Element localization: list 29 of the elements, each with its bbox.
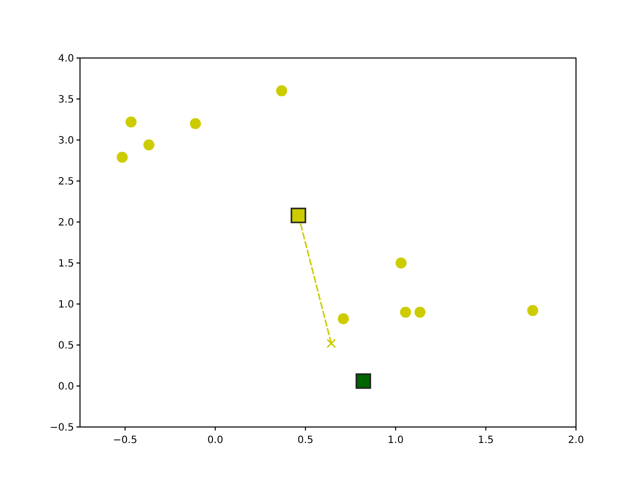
- point: [126, 116, 137, 128]
- point: [400, 306, 412, 318]
- point: [527, 305, 538, 316]
- x-tick-label: 0.5: [298, 435, 314, 446]
- y-tick-label: 2.0: [58, 218, 74, 228]
- point: [414, 306, 426, 318]
- y-tick-label: 2.5: [58, 176, 74, 188]
- point: [143, 139, 154, 150]
- point: [396, 258, 407, 268]
- y-tick-label: −0.5: [50, 422, 74, 434]
- x-tick-label: 0.0: [207, 435, 224, 446]
- x-tick-label: 1.5: [478, 435, 494, 446]
- y-tick-label: 3.0: [58, 136, 74, 146]
- y-tick-label: 4.0: [58, 54, 74, 64]
- x-tick-label: 2.0: [568, 435, 584, 446]
- point: [356, 373, 372, 389]
- x-tick-label: −0.5: [112, 435, 138, 446]
- point: [116, 152, 128, 163]
- x-tick-label: 1.0: [388, 435, 404, 446]
- y-tick-label: 1.5: [58, 258, 74, 270]
- point: [290, 208, 306, 224]
- y-tick-label: 3.5: [58, 94, 74, 106]
- y-tick-label: 0.0: [58, 382, 74, 392]
- point: [276, 85, 288, 96]
- y-tick-label: 1.0: [58, 300, 74, 310]
- y-tick-label: 0.5: [58, 340, 74, 352]
- point: [338, 313, 349, 324]
- point: [190, 118, 201, 130]
- point: [326, 338, 336, 348]
